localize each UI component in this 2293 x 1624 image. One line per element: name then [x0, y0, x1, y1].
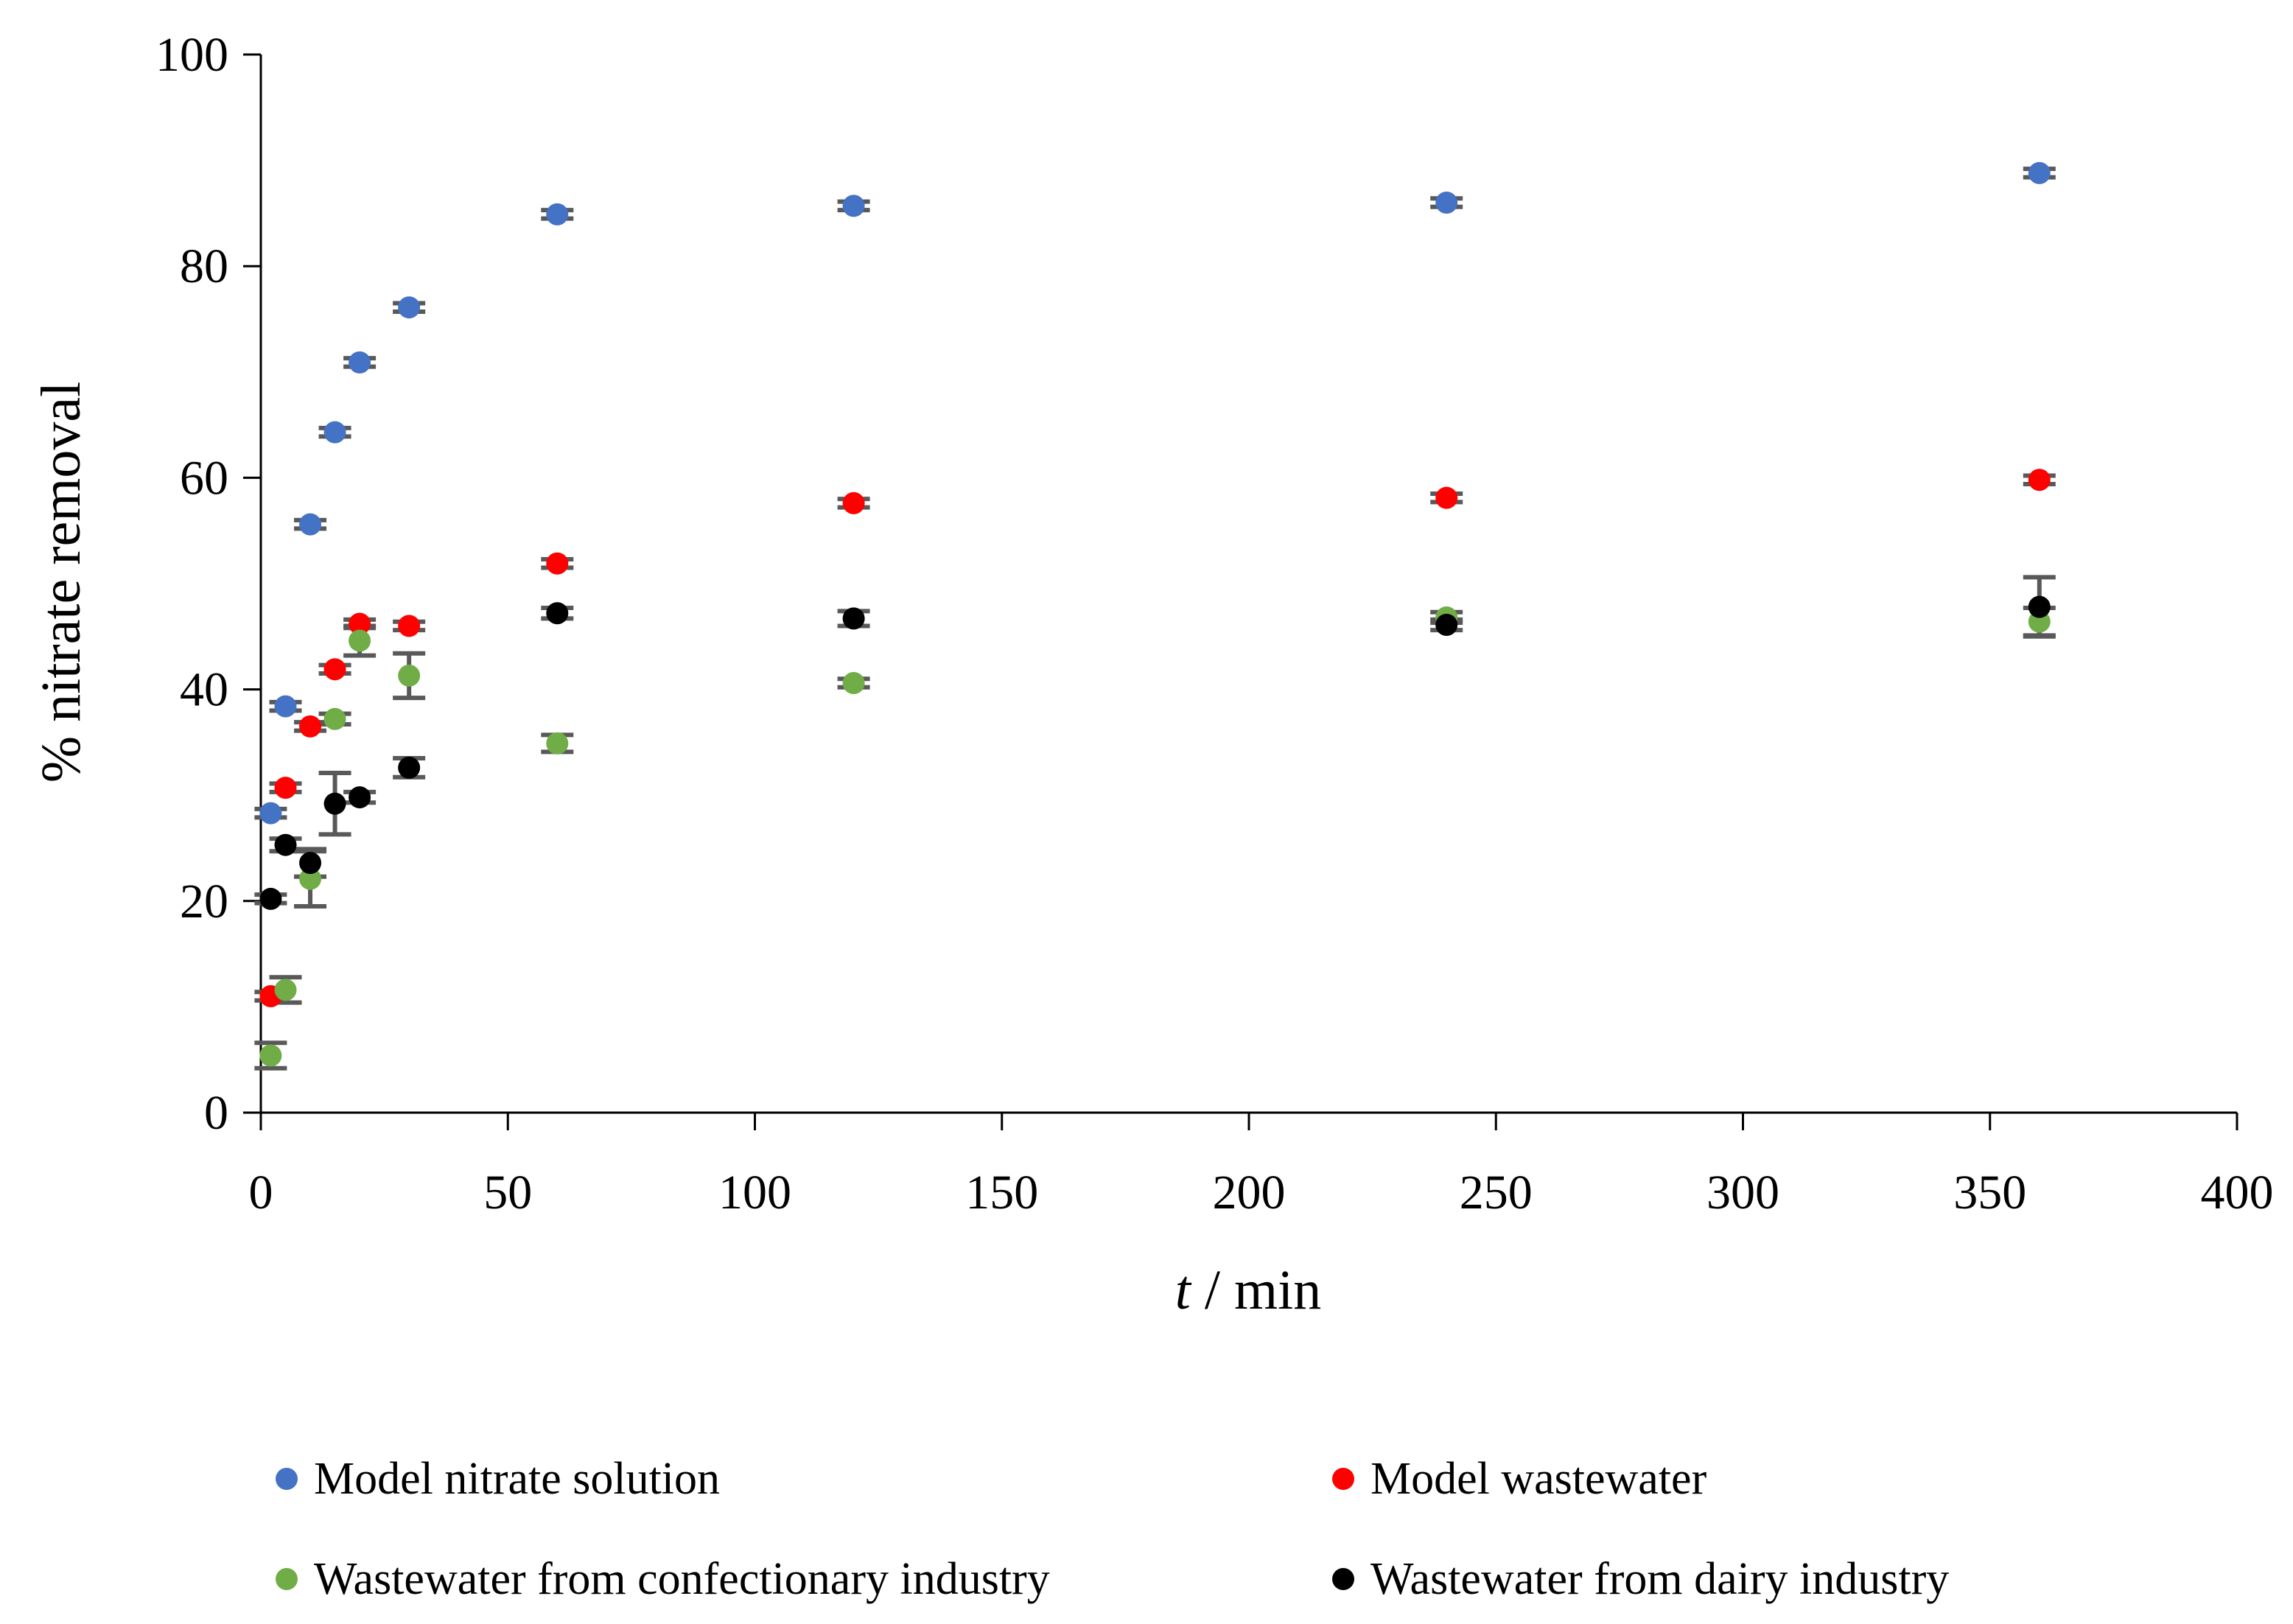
- data-point-series-2: [398, 664, 421, 687]
- y-tick-label: 100: [155, 28, 228, 82]
- data-point-series-1: [349, 612, 371, 635]
- x-tick-label: 100: [718, 1166, 791, 1219]
- data-point-series-2: [546, 732, 569, 755]
- data-points: [259, 161, 2051, 1067]
- data-point-series-0: [1435, 192, 1458, 214]
- x-tick-label: 0: [249, 1166, 273, 1219]
- x-axis-title: t / min: [1175, 1259, 1321, 1321]
- data-point-series-3: [2028, 595, 2051, 618]
- y-tick-label: 0: [204, 1086, 228, 1140]
- data-point-series-2: [842, 671, 865, 694]
- x-tick-label: 400: [2201, 1166, 2274, 1219]
- data-point-series-3: [398, 756, 421, 779]
- data-point-series-1: [2028, 469, 2051, 491]
- data-point-series-1: [398, 615, 421, 637]
- y-tick-label: 20: [180, 875, 228, 928]
- data-point-series-3: [546, 602, 569, 625]
- data-point-series-2: [299, 867, 322, 890]
- x-tick-label: 300: [1706, 1166, 1779, 1219]
- data-point-series-0: [349, 351, 371, 374]
- y-tick-label: 40: [180, 663, 228, 717]
- data-point-series-0: [299, 513, 322, 536]
- data-point-series-1: [323, 658, 346, 681]
- data-point-series-0: [842, 195, 865, 217]
- data-point-series-3: [299, 852, 322, 875]
- data-point-series-0: [274, 695, 297, 718]
- x-tick-label: 200: [1213, 1166, 1286, 1219]
- data-point-series-3: [349, 786, 371, 809]
- x-tick-label: 250: [1460, 1166, 1533, 1219]
- data-point-series-3: [323, 792, 346, 815]
- data-point-series-3: [274, 833, 297, 856]
- data-point-series-0: [546, 203, 569, 225]
- data-point-series-1: [842, 491, 865, 514]
- x-tick-label: 150: [965, 1166, 1038, 1219]
- data-point-series-2: [349, 629, 371, 652]
- data-point-series-0: [259, 802, 282, 825]
- x-axis-title-unit: / min: [1191, 1259, 1321, 1321]
- x-tick-label: 350: [1953, 1166, 2026, 1219]
- axes: 0 50 100 150 200 250 300 350 400 0 20 40 60 80 100: [155, 28, 2274, 1219]
- y-axis-title: % nitrate removal: [30, 382, 92, 783]
- x-tick-label: 50: [483, 1166, 532, 1219]
- data-point-series-3: [842, 607, 865, 630]
- data-point-series-1: [274, 777, 297, 799]
- y-tick-label: 80: [180, 239, 228, 293]
- x-axis-title-italic: t: [1175, 1259, 1192, 1321]
- data-point-series-1: [546, 552, 569, 575]
- data-point-series-1: [299, 715, 322, 738]
- data-point-series-0: [323, 421, 346, 444]
- data-point-series-1: [1435, 486, 1458, 509]
- data-point-series-3: [259, 887, 282, 910]
- y-tick-label: 60: [180, 451, 228, 505]
- data-point-series-2: [323, 707, 346, 730]
- error-bars: [254, 167, 2056, 1071]
- data-point-series-0: [2028, 161, 2051, 184]
- data-point-series-2: [259, 1044, 282, 1067]
- data-point-series-2: [274, 979, 297, 1001]
- data-point-series-3: [1435, 614, 1458, 637]
- data-point-series-0: [398, 296, 421, 319]
